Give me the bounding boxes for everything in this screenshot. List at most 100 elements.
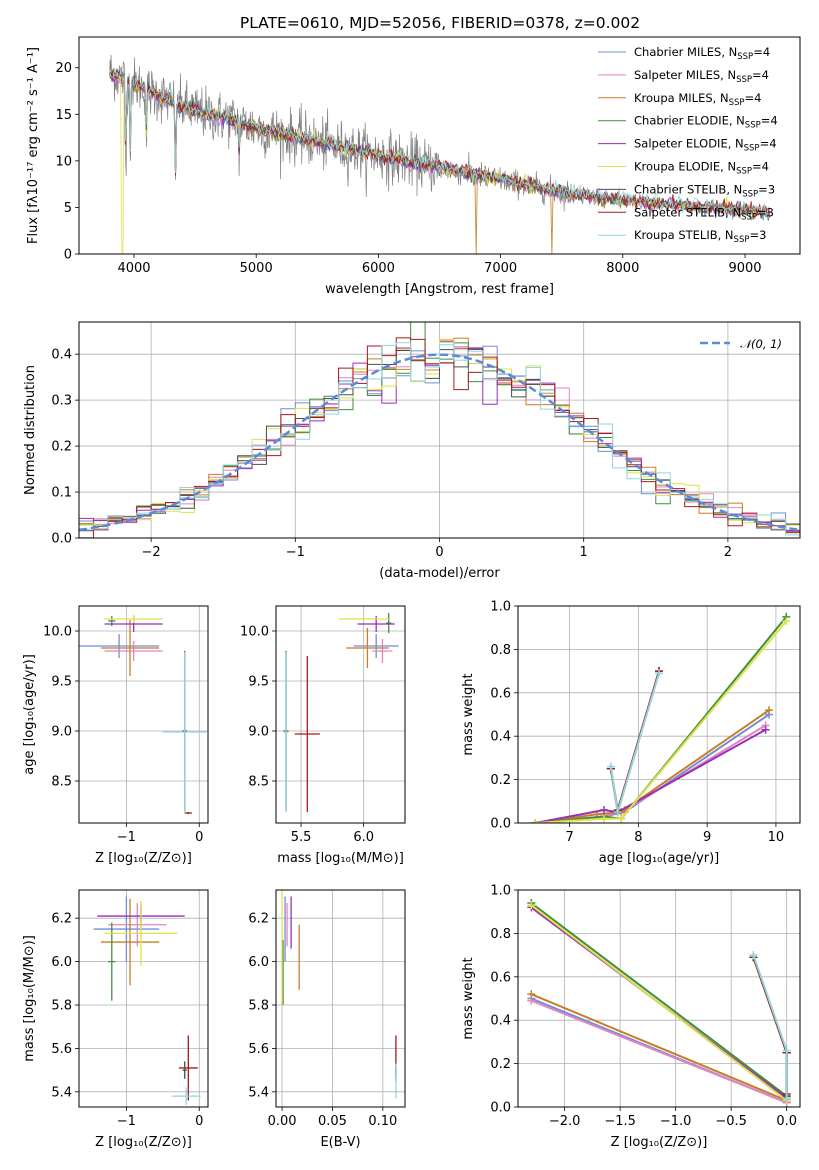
- x-tick-label: 6.0: [353, 830, 374, 845]
- y-tick-label: 5.8: [248, 999, 269, 1014]
- y-axis-label: Flux [fλ10⁻¹⁷ erg cm⁻² s⁻¹ A⁻¹]: [26, 47, 41, 244]
- legend-entry: Chabrier STELIB, NSSP=3: [634, 182, 775, 199]
- y-tick-label: 0.0: [490, 1101, 511, 1116]
- x-axis-label: Z [log₁₀(Z/Z⊙)]: [95, 1135, 192, 1150]
- y-tick-label: 0.0: [490, 817, 511, 832]
- legend-model: Chabrier ELODIE: [634, 114, 729, 128]
- x-tick-label: −1: [117, 1114, 136, 1129]
- x-tick-label: −1.5: [604, 1114, 636, 1129]
- legend-sub: SSP: [745, 121, 761, 131]
- model-spectrum-salpeter-elodie: [109, 70, 770, 220]
- legend-model: Salpeter ELODIE: [634, 137, 728, 151]
- plot-area: [531, 612, 791, 823]
- legend-eq: =: [757, 205, 767, 219]
- legend-eq: =: [761, 114, 771, 128]
- legend-sub: SSP: [734, 235, 750, 245]
- weight-marker: [613, 808, 622, 817]
- weight-line-kroupa-elodie: [530, 904, 788, 1102]
- y-tick-label: 6.0: [51, 955, 72, 970]
- x-tick-label: 0.05: [318, 1114, 347, 1129]
- y-axis-label: age [log₁₀(age/yr)]: [22, 654, 37, 775]
- weight-line-kroupa-elodie: [535, 620, 787, 823]
- legend-sep: , N: [725, 205, 741, 219]
- legend-eq: =: [752, 68, 762, 82]
- y-tick-label: 10.0: [43, 625, 72, 640]
- x-tick-label: 5000: [240, 261, 273, 276]
- y-tick-label: 8.5: [248, 775, 269, 790]
- x-tick-label: 0.10: [368, 1114, 397, 1129]
- legend-n: 3: [759, 228, 766, 242]
- weight-line-chabrier-elodie: [530, 902, 788, 1097]
- x-axis-label: E(B-V): [320, 1135, 360, 1150]
- legend-sep: , N: [713, 91, 729, 105]
- weight-marker: [599, 814, 608, 823]
- legend-n: 4: [763, 45, 770, 59]
- x-axis-label: mass [log₁₀(M/M⊙)]: [277, 851, 404, 866]
- x-tick-label: 7: [565, 830, 573, 845]
- legend-sep: , N: [720, 68, 736, 82]
- x-tick-label: 7000: [484, 261, 517, 276]
- plot-area: [93, 896, 201, 1105]
- panel-residuals: −2 −1 0 1 2 0.0 0.1 0.2 0.3 0.4 (data-model)/error…: [23, 321, 801, 581]
- x-tick-label: 2: [724, 545, 732, 560]
- legend-n: 3: [767, 205, 774, 219]
- weight-marker: [617, 814, 626, 823]
- y-tick-label: 9.0: [248, 725, 269, 740]
- legend-model: Kroupa MILES: [634, 91, 713, 105]
- weight-marker: [765, 706, 774, 715]
- y-tick-label: 1.0: [490, 884, 511, 899]
- axes-frame: [78, 605, 209, 824]
- y-tick-label: 0.2: [490, 1057, 511, 1072]
- x-tick-label: 0: [195, 1114, 203, 1129]
- x-axis-label: age [log₁₀(age/yr)]: [599, 851, 720, 866]
- legend-sub: SSP: [741, 212, 757, 222]
- y-tick-label: 5.8: [51, 999, 72, 1014]
- y-tick-label: 0.4: [490, 730, 511, 745]
- axes-frame: [275, 605, 406, 824]
- weight-marker: [655, 669, 663, 678]
- x-tick-label: 10: [768, 830, 785, 845]
- weight-line-kroupa-miles: [535, 709, 770, 823]
- y-tick-label: 5.4: [248, 1085, 269, 1100]
- panel-weight_vs_age: 7 8 9 10 0.0 0.2 0.4 0.6 0.8 1.0 age [log₁₀(age/yr…: [461, 600, 801, 866]
- x-tick-label: 1: [580, 545, 588, 560]
- x-tick-label: 8: [634, 830, 642, 845]
- legend-eq: =: [744, 91, 754, 105]
- y-tick-label: 5.6: [248, 1042, 269, 1057]
- x-tick-label: 9: [703, 830, 711, 845]
- weight-line-kroupa-miles: [530, 993, 788, 1102]
- y-tick-label: 0.4: [51, 348, 72, 363]
- panel-mass_vs_z: −1 0 5.4 5.6 5.8 6.0 6.2 Z [log₁₀(Z/Z⊙)] mass [l…: [22, 889, 209, 1150]
- y-tick-label: 8.5: [51, 775, 72, 790]
- gaussian-curve: [79, 353, 798, 532]
- legend-sub: SSP: [736, 75, 752, 85]
- x-tick-label: 0.0: [776, 1114, 797, 1129]
- y-tick-label: 0: [64, 248, 72, 263]
- panel-weight_vs_z: −2.0 −1.5 −1.0 −0.5 0.0 0.0 0.2 0.4 0.6 0.8 1.0 Z […: [461, 884, 801, 1150]
- x-tick-label: −2.0: [549, 1114, 581, 1129]
- x-tick-label: 0: [435, 545, 443, 560]
- legend-entry: Kroupa MILES, NSSP=4: [634, 91, 761, 108]
- axes-frame: [78, 36, 801, 255]
- weight-marker: [782, 1046, 791, 1055]
- weight-line-chabrier-elodie: [535, 616, 787, 823]
- model-spectrum-chabrier-stelib: [109, 68, 770, 220]
- legend-entry: Salpeter MILES, NSSP=4: [634, 68, 769, 85]
- y-tick-label: 15: [55, 108, 72, 123]
- y-tick-label: 9.0: [51, 725, 72, 740]
- legend-sep: , N: [721, 45, 737, 59]
- legend-sep: , N: [726, 182, 742, 196]
- y-tick-label: 1.0: [490, 600, 511, 615]
- weight-marker: [531, 819, 540, 823]
- legend-eq: =: [760, 137, 770, 151]
- panel-mass_vs_ebv: 0.00 0.05 0.10 5.4 5.6 5.8 6.0 6.2 E(B-V): [248, 889, 406, 1150]
- model-spectrum-kroupa-stelib: [109, 67, 770, 217]
- y-tick-label: 9.5: [51, 675, 72, 690]
- gridlines: [276, 606, 405, 823]
- x-tick-label: 4000: [117, 261, 150, 276]
- plot-area: [79, 615, 207, 814]
- legend-entry: Kroupa STELIB, NSSP=3: [634, 228, 766, 245]
- weight-line-salpeter-elodie: [535, 728, 767, 823]
